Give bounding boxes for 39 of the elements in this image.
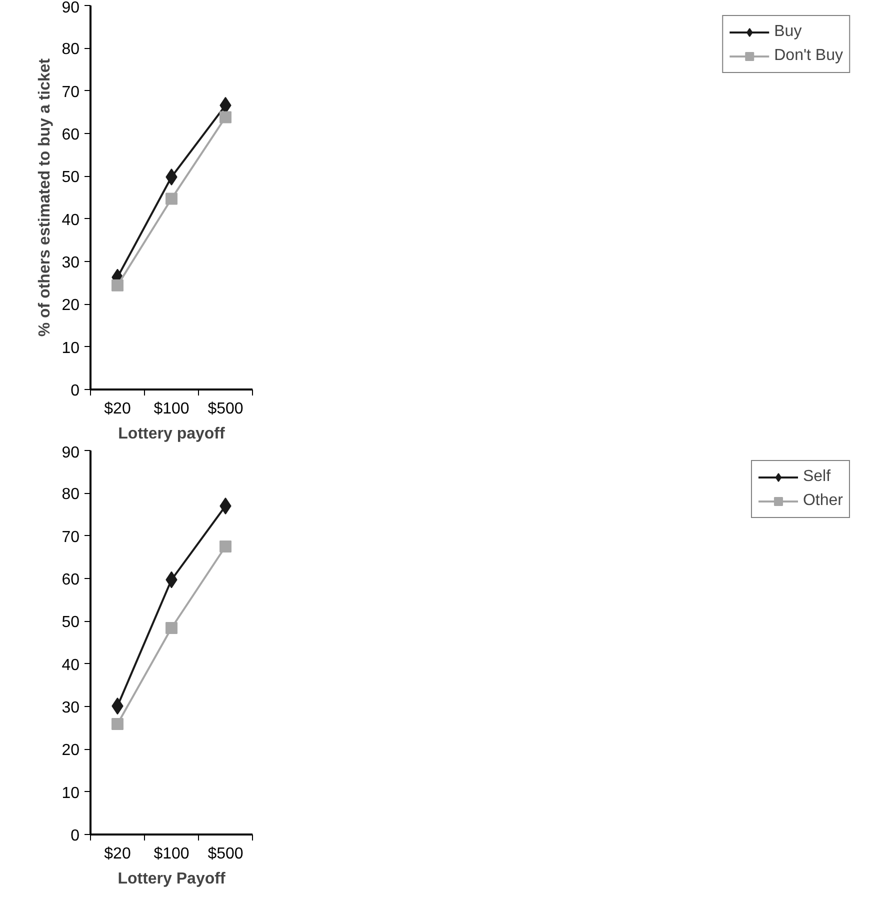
y-tick-label: 90	[62, 0, 80, 16]
y-tick-label: 20	[62, 742, 80, 760]
point	[220, 111, 232, 124]
x-tick-label: $500	[208, 400, 244, 418]
x-tick-label: $100	[154, 846, 190, 862]
x-tick-label: $100	[154, 400, 190, 418]
y-tick-label: 90	[62, 444, 80, 462]
point	[112, 718, 124, 730]
y-tick-label: 10	[62, 340, 80, 357]
x-tick-label: $500	[208, 846, 244, 862]
y-axis-title: % of others estimated to buy a ticket	[36, 58, 54, 337]
legend-label: Self	[802, 468, 831, 486]
y-tick-label: 50	[62, 614, 80, 632]
y-tick-label: 60	[62, 572, 80, 588]
y-tick-label: 70	[62, 84, 80, 101]
y-tick-label: 10	[62, 784, 80, 802]
y-tick-label: 50	[62, 169, 80, 186]
y-tick-label: 30	[62, 254, 80, 272]
y-tick-label: 20	[62, 297, 80, 314]
y-tick-label: 40	[62, 656, 80, 674]
point	[166, 622, 178, 634]
x-axis-title: Lottery Payoff	[118, 870, 226, 888]
legend-label: Don't Buy	[774, 47, 843, 65]
legend-label: Other	[802, 492, 843, 510]
point	[166, 192, 178, 205]
y-tick-label: 70	[62, 528, 80, 546]
x-axis-title: Lottery payoff	[118, 426, 226, 442]
y-tick-label: 0	[70, 828, 80, 844]
y-tick-label: 80	[62, 41, 80, 58]
y-tick-label: 0	[70, 382, 80, 400]
x-tick-label: $20	[104, 846, 131, 862]
y-tick-label: 80	[62, 486, 80, 504]
point	[220, 540, 232, 552]
y-tick-label: 60	[62, 126, 80, 144]
legend-label: Buy	[774, 23, 802, 41]
point	[112, 279, 124, 292]
y-tick-label: 40	[62, 212, 80, 229]
y-tick-label: 30	[62, 700, 80, 716]
x-tick-label: $20	[104, 400, 131, 418]
